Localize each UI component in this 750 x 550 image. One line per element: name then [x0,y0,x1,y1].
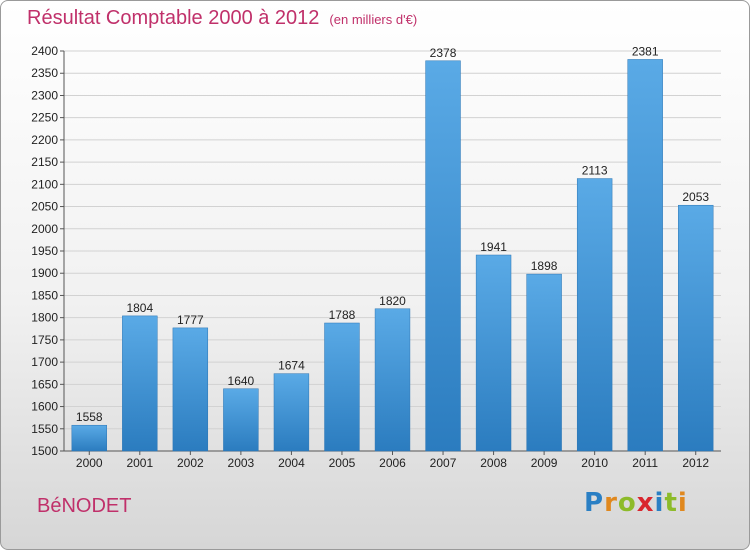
bar-value-label: 1898 [531,259,558,273]
y-tick-label: 2250 [31,111,58,125]
bar-value-label: 1788 [329,308,356,322]
logo-letter: i [677,488,688,518]
y-tick-label: 1600 [31,400,58,414]
x-tick-label: 2010 [581,456,608,470]
bar [678,204,714,452]
bar [627,59,663,452]
bar [475,254,512,452]
y-tick-label: 2300 [31,88,58,102]
bar [172,327,209,452]
x-tick-label: 2005 [329,456,356,470]
chart-subtitle: (en milliers d'€) [329,12,418,27]
y-tick-label: 2050 [31,200,58,214]
bar [374,308,411,452]
bar-value-label: 2378 [430,46,457,60]
bar-layer: 1558 1804 1777 1640 1674 1788 1820 2378 1941 1898… [71,44,714,452]
bar-value-label: 1558 [76,410,103,424]
x-tick-label: 2001 [126,456,153,470]
x-tick-label: 2008 [480,456,507,470]
x-tick-label: 2000 [76,456,103,470]
y-tick-label: 1800 [31,311,58,325]
bar-value-label: 2113 [582,164,608,178]
x-tick-label: 2003 [228,456,255,470]
y-tick-label: 1650 [31,377,58,391]
y-tick-label: 2350 [31,66,58,80]
commune-name: BéNODET [37,495,132,517]
y-tick-label: 1900 [31,266,58,280]
proxiti-logo: Proxiti [584,488,688,518]
x-tick-label: 2009 [531,456,558,470]
logo-letter: r [604,488,618,518]
logo-letter: i [654,488,665,518]
y-tick-label: 2100 [31,177,58,191]
bar-value-label: 1820 [379,294,406,308]
bar-value-label: 1777 [177,313,204,327]
y-tick-label: 1500 [31,444,58,458]
bar [122,315,158,452]
logo-letter: t [664,488,678,518]
bar-value-label: 1941 [480,240,507,254]
y-tick-label: 2400 [31,44,58,58]
y-tick-label: 1750 [31,333,58,347]
y-tick-label: 2200 [31,133,58,147]
bar-value-label: 1640 [228,374,255,388]
bar-value-label: 1804 [126,301,153,315]
bar [526,273,562,452]
y-tick-label: 1850 [31,288,58,302]
x-tick-label: 2011 [632,456,658,470]
x-tick-label: 2007 [430,456,457,470]
y-tick-label: 2000 [31,222,58,236]
bar [273,373,310,452]
x-tick-label: 2012 [682,456,709,470]
x-tick-label: 2002 [177,456,204,470]
chart-title: Résultat Comptable 2000 à 2012 (en millie… [27,7,417,30]
logo-letter: P [584,488,605,518]
chart-title-text: Résultat Comptable 2000 à 2012 [27,7,320,29]
bar-value-label: 2053 [682,190,709,204]
x-tick-label: 2006 [379,456,406,470]
bar [425,60,461,452]
y-tick-label: 2150 [31,155,58,169]
y-tick-label: 1550 [31,422,58,436]
bar-value-label: 1674 [278,359,305,373]
x-tick-label: 2004 [278,456,305,470]
bar [576,178,613,452]
y-tick-label: 1700 [31,355,58,369]
logo-letter: x [636,488,655,518]
bar [324,322,360,452]
bar-value-label: 2381 [632,44,659,58]
y-tick-label: 1950 [31,244,58,258]
bar [71,424,107,452]
bar [223,388,259,452]
logo-letter: o [617,488,637,518]
